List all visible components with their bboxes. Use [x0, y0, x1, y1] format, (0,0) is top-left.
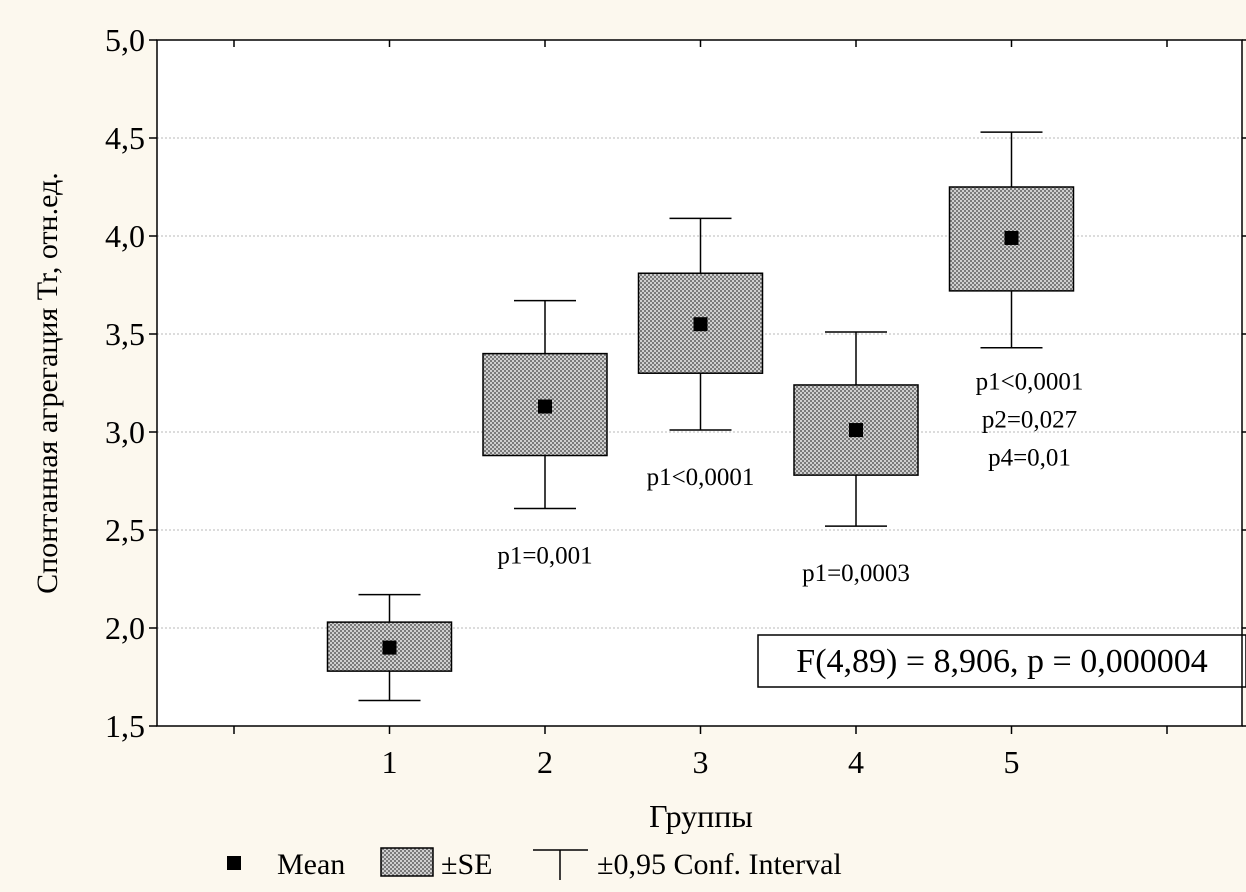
- legend-mean-label: Mean: [277, 848, 345, 881]
- box-group-2: [482, 299, 608, 510]
- plot-area: [157, 40, 1242, 726]
- box-group-1: [326, 593, 453, 702]
- legend: Mean ±SE ±0,95 Conf. Interval: [227, 847, 842, 881]
- y-tick-label: 5,0: [105, 22, 145, 58]
- legend-se-swatch: [380, 847, 434, 877]
- y-tick-label: 3,0: [105, 414, 145, 450]
- plot-frame: [156, 39, 1243, 727]
- p-value-annotation: p1=0,001: [497, 542, 592, 569]
- box-group-3: [637, 217, 764, 431]
- mean-marker: [849, 423, 863, 438]
- annotations: p1=0,001 p1<0,0001 p1=0,0003 p1<0,0001 p2=0,…: [497, 369, 1083, 587]
- mean-marker: [1004, 230, 1019, 245]
- box-group-5: [948, 131, 1075, 349]
- y-tick-label: 3,5: [105, 316, 145, 352]
- y-tick-label: 1,5: [105, 708, 145, 744]
- box-group-4: [793, 331, 919, 527]
- box-series: [326, 131, 1075, 702]
- x-tick-label: 4: [848, 744, 864, 780]
- stat-box: F(4,89) = 8,906, p = 0,000004: [757, 634, 1246, 688]
- stat-box-frame: [757, 634, 1246, 688]
- y-tick-label: 4,5: [105, 120, 145, 156]
- x-axis-label: Группы: [649, 798, 753, 834]
- y-axis-label: Спонтанная агрегация Tr, отн.ед.: [31, 172, 64, 594]
- stat-box-text: F(4,89) = 8,906, p = 0,000004: [796, 643, 1207, 680]
- x-tick-label: 5: [1004, 744, 1020, 780]
- mean-marker: [382, 640, 397, 655]
- x-tick-label: 3: [693, 744, 709, 780]
- x-tick-label: 1: [382, 744, 398, 780]
- p-value-annotation: p1<0,0001: [647, 464, 755, 491]
- p-value-annotation: p1=0,0003: [802, 560, 910, 587]
- y-tick-label: 2,0: [105, 610, 145, 646]
- legend-mean-marker: [227, 856, 241, 870]
- legend-ci-symbol: [533, 849, 588, 880]
- p-value-annotation: p1<0,0001: [976, 369, 1084, 396]
- p-value-annotation: p4=0,01: [988, 445, 1071, 472]
- x-tick-label: 2: [537, 744, 553, 780]
- mean-marker: [538, 399, 552, 414]
- legend-ci-label: ±0,95 Conf. Interval: [597, 848, 842, 881]
- axes: 1,5 2,0 2,5 3,0 3,5 4,0 4,5 5,0 1 2 3 4 5: [105, 22, 1246, 780]
- mean-marker: [693, 317, 708, 332]
- y-tick-label: 4,0: [105, 218, 145, 254]
- p-value-annotation: p2=0,027: [982, 407, 1077, 434]
- y-tick-label: 2,5: [105, 512, 145, 548]
- legend-se-label: ±SE: [441, 848, 492, 881]
